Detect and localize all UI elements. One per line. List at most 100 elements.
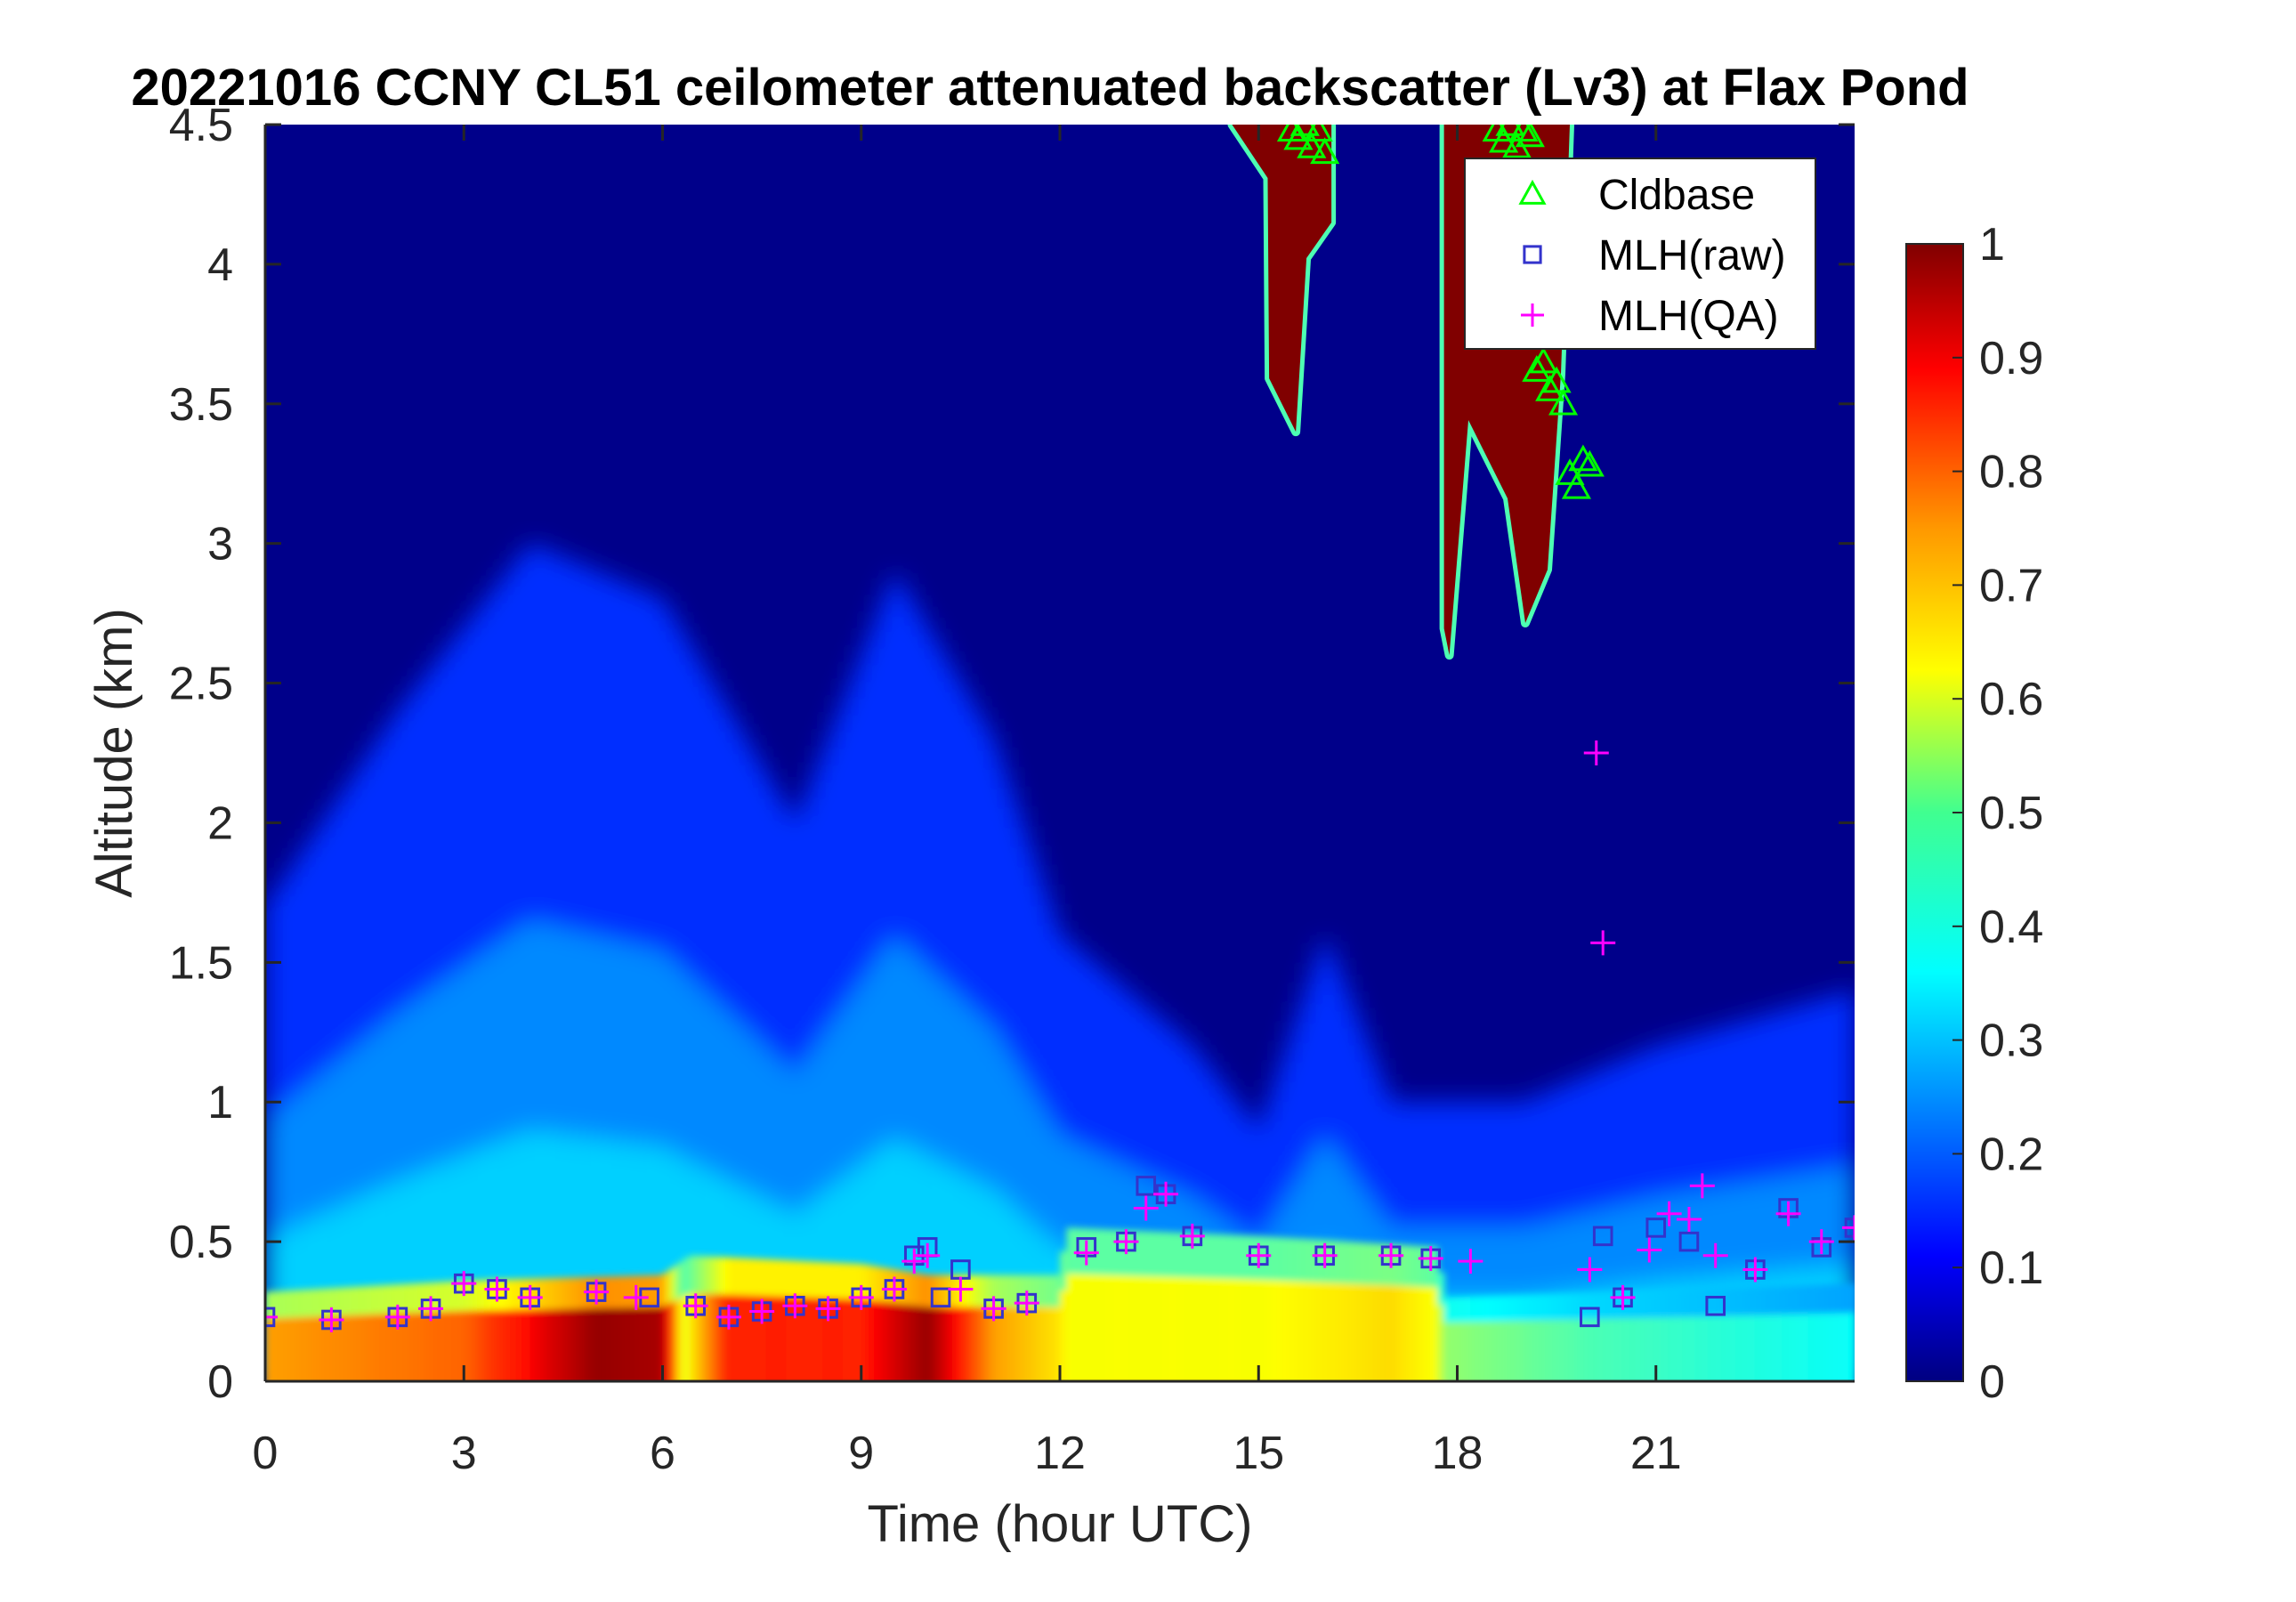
data-point (623, 1284, 649, 1310)
surface-column (1185, 1277, 1193, 1381)
data-point (1535, 375, 1565, 401)
surface-column (1397, 1285, 1405, 1381)
surface-column (371, 1314, 379, 1381)
surface-column (966, 1307, 975, 1381)
aerosol-column (516, 1133, 525, 1381)
surface-column (1815, 1314, 1823, 1381)
marker-layer (265, 125, 1855, 1332)
surface-column (788, 1297, 796, 1381)
aerosol-column (934, 1160, 942, 1381)
surface-column (1470, 1322, 1478, 1381)
data-point (1742, 1257, 1768, 1282)
aerosol-column (893, 1139, 902, 1381)
aerosol-column (596, 1138, 604, 1381)
surface-column (1060, 1290, 1068, 1381)
surface-column (1139, 1275, 1147, 1381)
surface-column (1748, 1315, 1757, 1381)
surface-column (1331, 1282, 1339, 1381)
surface-column (1033, 1307, 1041, 1381)
surface-column (1662, 1317, 1670, 1381)
y-tick-label: 1.5 (169, 937, 233, 989)
surface-column (1834, 1313, 1843, 1381)
surface-column (1709, 1315, 1717, 1381)
surface-column (1476, 1322, 1485, 1381)
surface-column (424, 1312, 433, 1381)
series-mlh-qa- (265, 740, 1855, 1332)
aerosol-column (483, 1145, 492, 1381)
surface-column (814, 1298, 823, 1381)
data-point (1133, 1195, 1159, 1221)
surface-column (1755, 1315, 1763, 1381)
data-point (1577, 1257, 1603, 1282)
x-tick-label: 12 (1034, 1428, 1086, 1479)
data-point (815, 1296, 841, 1322)
surface-column (1642, 1317, 1651, 1381)
surface-column (1378, 1284, 1386, 1381)
surface-column (1795, 1314, 1803, 1381)
data-point (1458, 1249, 1484, 1274)
colorbar-tick-label: 0.8 (1979, 447, 2043, 498)
surface-column (443, 1311, 452, 1381)
surface-column (1152, 1276, 1160, 1381)
surface-column (510, 1309, 518, 1381)
surface-column (920, 1307, 929, 1381)
data-point (1676, 1207, 1702, 1233)
data-point (1645, 1218, 1667, 1238)
data-point (1303, 125, 1333, 142)
surface-column (907, 1305, 916, 1381)
data-point (1014, 1290, 1039, 1316)
y-tick-label: 2 (207, 797, 233, 849)
surface-column (470, 1310, 479, 1381)
surface-column (483, 1310, 492, 1381)
surface-column (1503, 1321, 1512, 1381)
surface-column (391, 1314, 399, 1381)
surface-column (1232, 1278, 1240, 1381)
data-point (782, 1293, 808, 1319)
surface-column (1218, 1278, 1227, 1381)
surface-column (695, 1293, 704, 1381)
surface-column (1112, 1274, 1120, 1381)
surface-column (874, 1300, 883, 1381)
surface-column (1728, 1315, 1737, 1381)
y-tick-label: 3 (207, 519, 233, 570)
aerosol-column (391, 1181, 399, 1381)
legend-entry: Cldbase (1518, 172, 1755, 219)
surface-column (781, 1296, 789, 1381)
surface-column (755, 1295, 764, 1381)
surface-column (1251, 1279, 1260, 1381)
aerosol-column (549, 1132, 558, 1381)
surface-column (609, 1307, 618, 1381)
x-tick-label: 0 (253, 1428, 279, 1479)
surface-column (1265, 1280, 1273, 1381)
data-point (1528, 346, 1558, 374)
data-point (1508, 125, 1539, 142)
surface-column (404, 1313, 412, 1381)
backscatter-field (265, 545, 1855, 1381)
data-point (1153, 1181, 1179, 1207)
surface-column (1145, 1276, 1154, 1381)
surface-column (1099, 1274, 1108, 1381)
aerosol-column (874, 1151, 883, 1381)
surface-column (1020, 1307, 1028, 1381)
surface-column (1007, 1307, 1015, 1381)
aerosol-column (562, 1134, 571, 1381)
surface-column (583, 1308, 591, 1381)
aerosol-column (537, 1131, 545, 1381)
surface-column (1126, 1275, 1134, 1381)
surface-column (477, 1310, 485, 1381)
surface-column (1443, 1323, 1452, 1381)
surface-column (953, 1307, 962, 1381)
surface-column (1782, 1314, 1790, 1381)
data-point (915, 1242, 941, 1268)
surface-column (834, 1298, 843, 1381)
data-point (948, 1276, 974, 1302)
x-tick-label: 6 (650, 1428, 675, 1479)
surface-column (1245, 1279, 1253, 1381)
surface-column (457, 1311, 465, 1381)
surface-column (384, 1314, 392, 1381)
data-point (418, 1296, 444, 1322)
data-point (1113, 1229, 1139, 1255)
legend-entries: Cldbase MLH(raw) MLH(QA) (1518, 172, 1786, 340)
aerosol-column (417, 1171, 425, 1381)
surface-column (656, 1307, 664, 1381)
